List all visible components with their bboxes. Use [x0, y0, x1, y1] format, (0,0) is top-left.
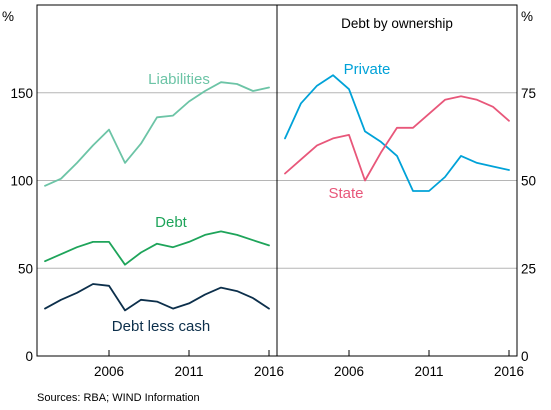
source-note: Sources: RBA; WIND Information [37, 392, 200, 404]
series-label-state: State [328, 185, 363, 202]
y-tick-label: 0 [521, 349, 529, 364]
y-tick-label: 50 [521, 174, 536, 189]
x-tick-label: 2016 [494, 364, 524, 379]
series-line-private [284, 74, 510, 192]
y-tick-label: 100 [10, 174, 33, 189]
y-tick-label: 150 [10, 86, 33, 101]
series-line-debt [44, 230, 270, 266]
right-panel-title: Debt by ownership [341, 16, 453, 31]
y-tick-label: 0 [25, 349, 33, 364]
series-label-private: Private [344, 61, 391, 78]
y-tick-label: 50 [18, 261, 33, 276]
series-labels: Liabilities Debt Debt less cash Private Stat… [112, 61, 391, 335]
series-label-debt: Debt [155, 214, 188, 231]
x-tick-label: 2006 [94, 364, 124, 379]
right-y-unit: % [521, 9, 533, 24]
y-tick-label: 75 [521, 86, 536, 101]
y-tick-label: 25 [521, 261, 536, 276]
gridlines [37, 92, 517, 269]
series-label-liabilities: Liabilities [148, 71, 210, 88]
series-label-debt-less-cash: Debt less cash [112, 318, 210, 335]
series-line-debt-less-cash [44, 283, 270, 312]
x-tick-label: 2016 [254, 364, 284, 379]
x-tick-label: 2011 [174, 364, 203, 379]
x-tick-label: 2006 [334, 364, 364, 379]
left-y-unit: % [2, 9, 14, 24]
x-tick-label: 2011 [414, 364, 443, 379]
series-line-state [284, 95, 510, 182]
series-layer [44, 74, 510, 312]
series-line-liabilities [44, 81, 270, 187]
